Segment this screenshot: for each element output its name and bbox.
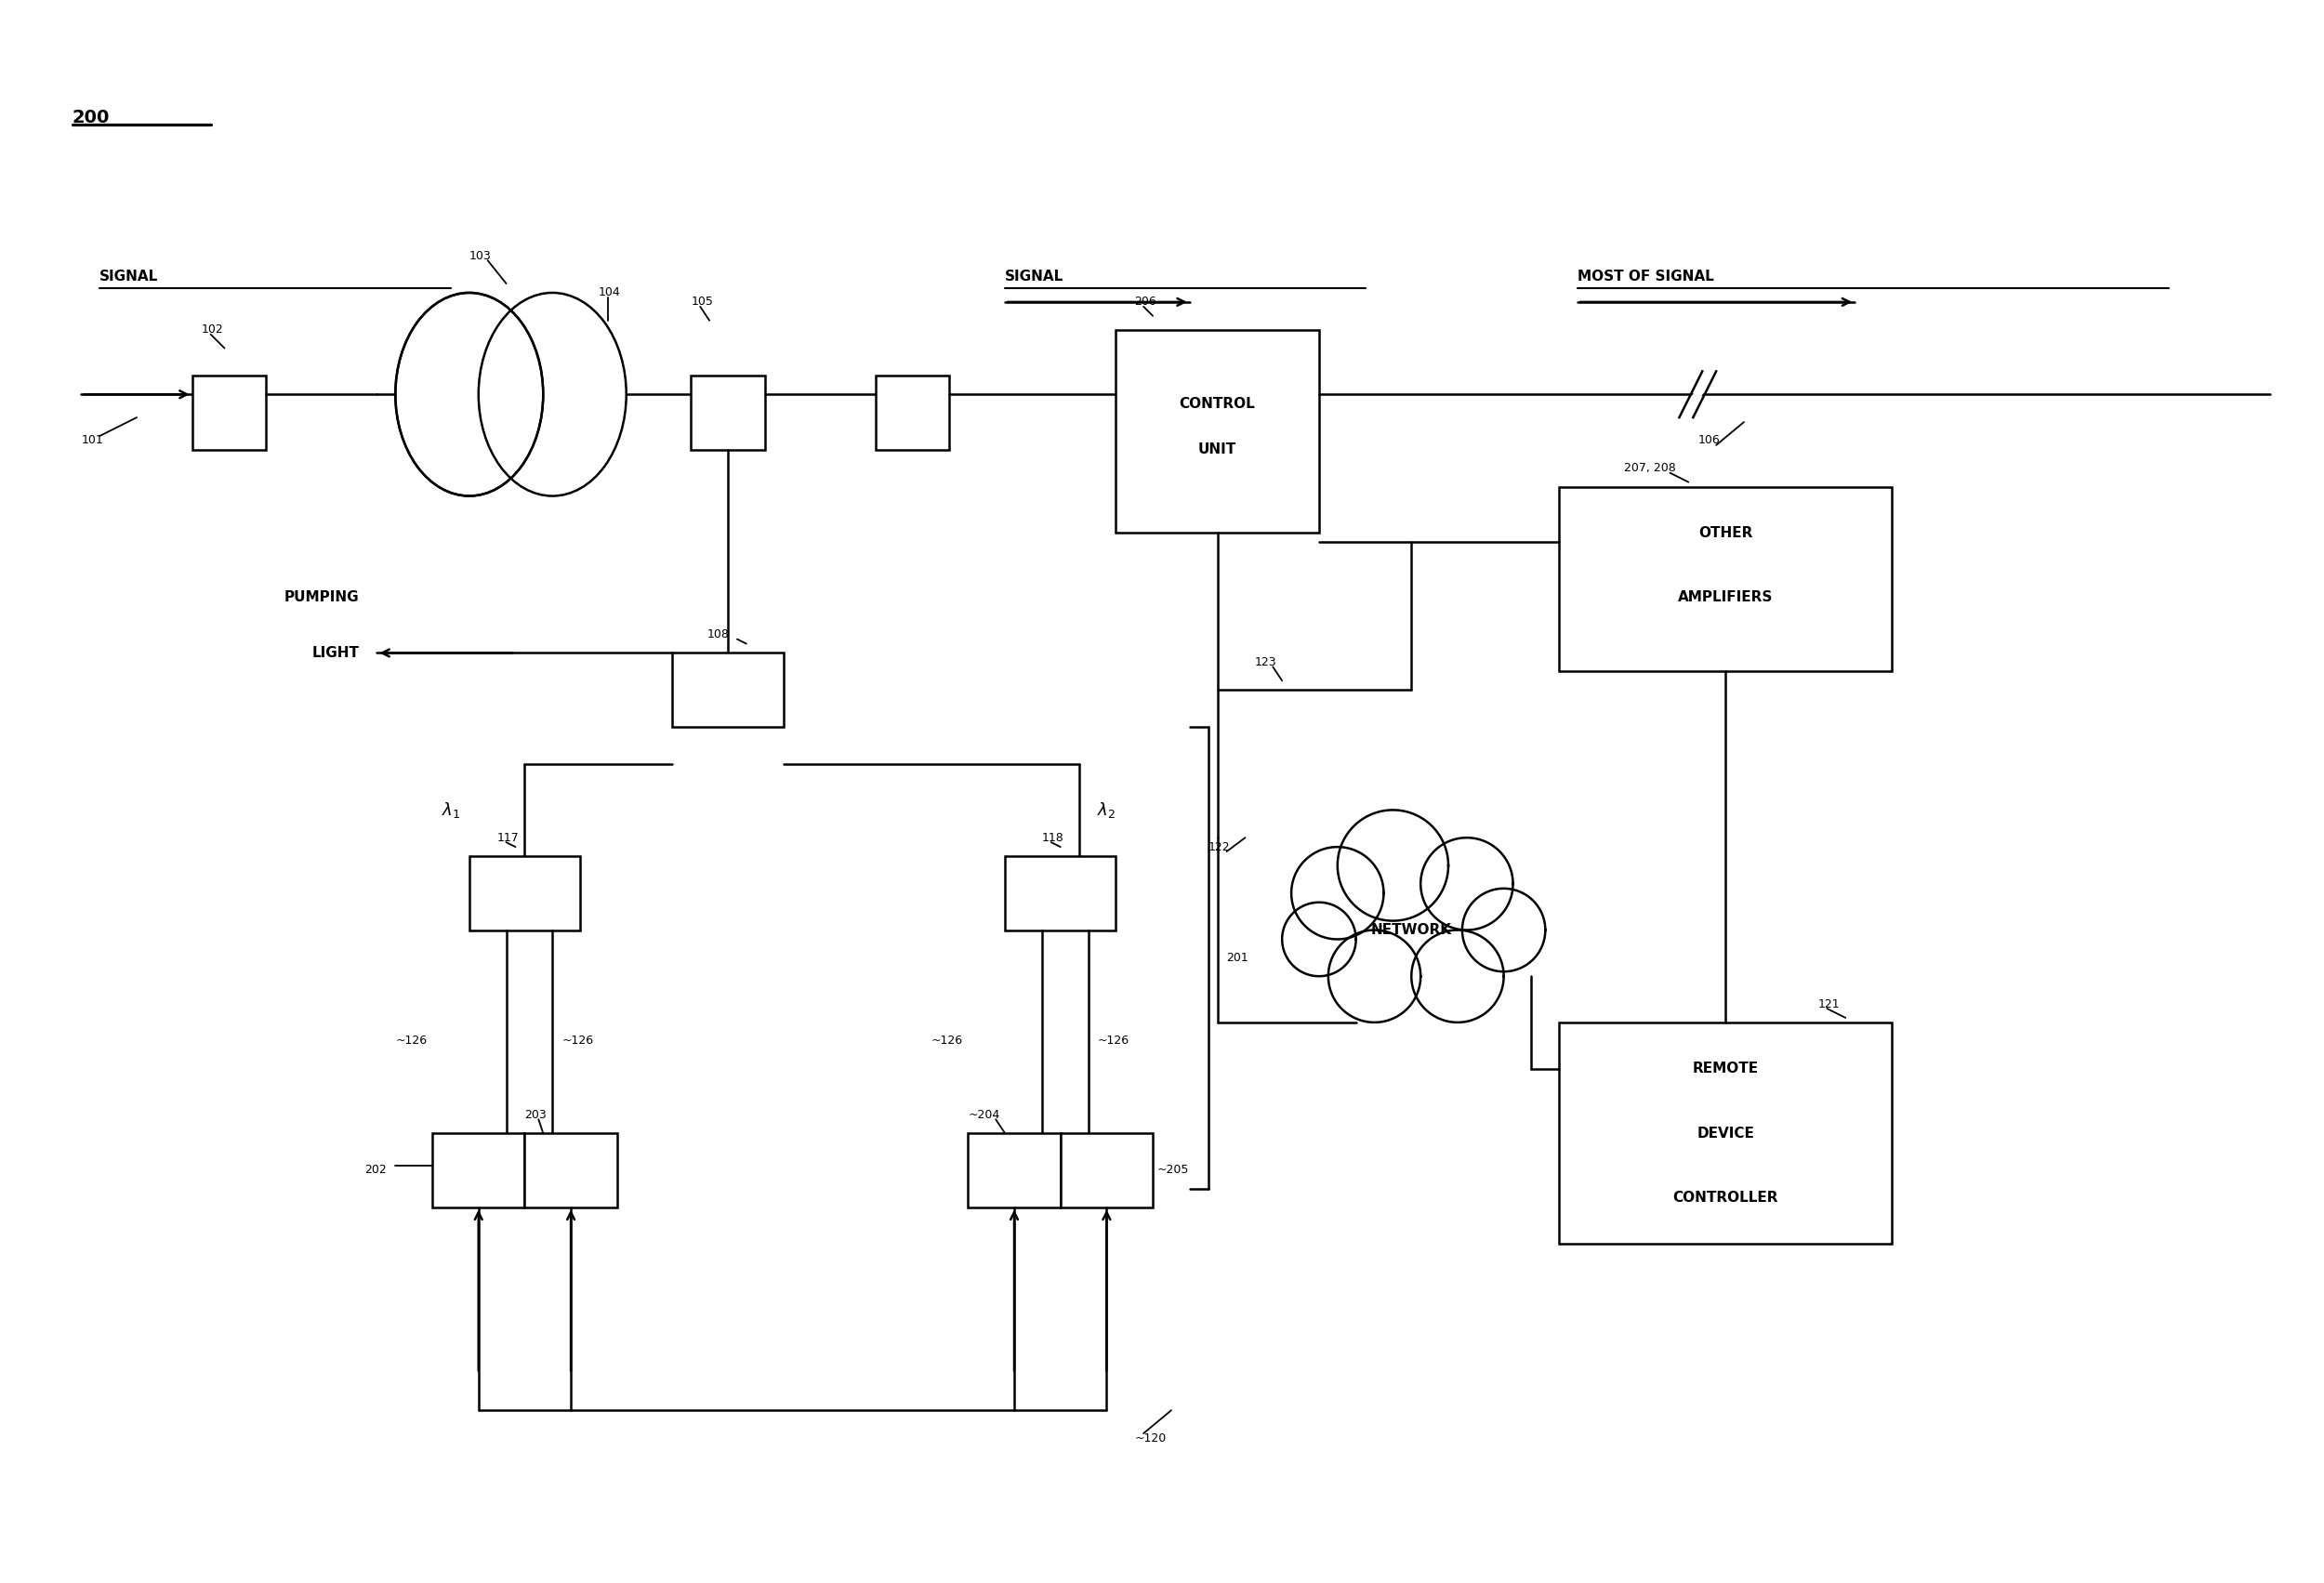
- Text: $\lambda_2$: $\lambda_2$: [1097, 801, 1116, 820]
- Bar: [876, 375, 951, 450]
- Text: 102: 102: [202, 323, 223, 336]
- Circle shape: [1420, 837, 1513, 931]
- Text: ~126: ~126: [395, 1035, 428, 1046]
- Text: DEVICE: DEVICE: [1697, 1126, 1755, 1140]
- Text: 108: 108: [706, 628, 730, 641]
- Text: 117: 117: [497, 831, 518, 844]
- Circle shape: [1292, 847, 1383, 939]
- Bar: [690, 375, 765, 450]
- Circle shape: [1462, 888, 1545, 972]
- Text: 122: 122: [1208, 841, 1229, 853]
- Text: REMOTE: REMOTE: [1692, 1062, 1759, 1075]
- Text: 202: 202: [365, 1164, 386, 1176]
- Bar: [469, 856, 581, 931]
- Text: ~126: ~126: [932, 1035, 962, 1046]
- Text: 201: 201: [1227, 951, 1248, 964]
- Text: 103: 103: [469, 250, 490, 261]
- Text: $\lambda_1$: $\lambda_1$: [442, 801, 460, 820]
- Text: PUMPING: PUMPING: [284, 590, 360, 605]
- Text: CONTROL: CONTROL: [1178, 397, 1255, 410]
- Circle shape: [1339, 810, 1448, 921]
- Circle shape: [1283, 902, 1355, 977]
- Ellipse shape: [479, 293, 625, 495]
- Bar: [525, 1133, 618, 1208]
- Bar: [1004, 856, 1116, 931]
- Circle shape: [1411, 931, 1504, 1023]
- Text: 200: 200: [72, 109, 109, 127]
- Text: 121: 121: [1817, 997, 1841, 1010]
- Text: ~126: ~126: [562, 1035, 593, 1046]
- Text: ~120: ~120: [1134, 1433, 1167, 1444]
- Text: OTHER: OTHER: [1699, 526, 1752, 540]
- Text: SIGNAL: SIGNAL: [100, 269, 158, 283]
- Ellipse shape: [395, 293, 544, 495]
- Text: 207, 208: 207, 208: [1624, 462, 1676, 475]
- Bar: [1116, 329, 1320, 533]
- Text: AMPLIFIERS: AMPLIFIERS: [1678, 590, 1773, 605]
- Text: 206: 206: [1134, 296, 1157, 309]
- Bar: [1060, 1133, 1153, 1208]
- Text: 101: 101: [81, 434, 102, 446]
- Text: ~205: ~205: [1157, 1164, 1190, 1176]
- Bar: [1559, 486, 1892, 671]
- Text: 105: 105: [690, 296, 713, 309]
- Text: 104: 104: [600, 287, 621, 299]
- Bar: [672, 652, 783, 727]
- Circle shape: [1329, 931, 1420, 1023]
- Text: MOST OF SIGNAL: MOST OF SIGNAL: [1578, 269, 1715, 283]
- Bar: [969, 1133, 1060, 1208]
- Text: UNIT: UNIT: [1199, 443, 1236, 457]
- Text: LIGHT: LIGHT: [311, 646, 360, 660]
- Text: CONTROLLER: CONTROLLER: [1673, 1190, 1778, 1205]
- Bar: [432, 1133, 525, 1208]
- Text: 118: 118: [1041, 831, 1064, 844]
- Text: NETWORK: NETWORK: [1371, 923, 1452, 937]
- Text: SIGNAL: SIGNAL: [1004, 269, 1064, 283]
- Text: ~126: ~126: [1097, 1035, 1129, 1046]
- Bar: [1559, 1023, 1892, 1244]
- Text: ~204: ~204: [969, 1108, 999, 1121]
- Text: 203: 203: [525, 1108, 546, 1121]
- Text: 106: 106: [1699, 434, 1720, 446]
- Bar: [193, 375, 265, 450]
- Text: 123: 123: [1255, 657, 1276, 668]
